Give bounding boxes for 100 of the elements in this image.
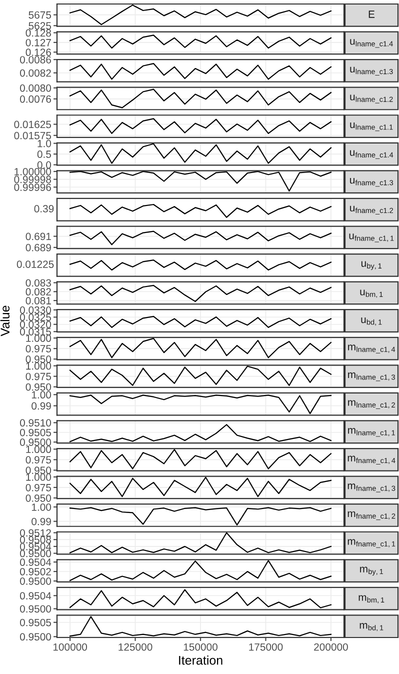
x-tick-label: 150000	[184, 643, 218, 651]
line-series	[69, 34, 332, 49]
line-series	[69, 284, 332, 302]
line-series	[69, 338, 332, 358]
y2-axis-title: u$_{lname_c1.1}$	[350, 122, 393, 132]
y-tick-label: 0.9505	[20, 618, 52, 626]
y-tick-label: 0.0320	[20, 320, 52, 328]
line-series	[69, 532, 332, 554]
y-tick-label: 0.5	[37, 150, 52, 158]
y-tick-label: 0.975	[26, 484, 52, 492]
line-series	[69, 394, 332, 414]
y2-axis-title: m$_{lname_c1,3}$	[348, 372, 395, 382]
y-tick-label: 1.0	[38, 140, 52, 148]
y-tick-label: 0.082	[26, 288, 51, 296]
x-tick-label: 100000	[53, 643, 88, 651]
y-tick-label: 0.9504	[20, 558, 52, 566]
y-tick-label: 0.0076	[20, 95, 51, 103]
line-series	[69, 4, 332, 26]
y-tick-label: 0.950	[26, 494, 52, 502]
y-tick-label: 1.00	[32, 503, 52, 511]
y-tick-label: 0.0325	[20, 314, 52, 322]
y-tick-label: 0.0080	[20, 84, 52, 92]
text: 0.39	[34, 205, 54, 212]
y2-axis-title: u$_{fname_c1,1}$	[349, 234, 394, 242]
y-tick-label: 1.000	[26, 362, 52, 370]
y2-axis-title: m$_{fname_c1,4}$	[348, 456, 396, 464]
line-series	[69, 449, 332, 470]
y-tick-label: 0.0086	[20, 56, 51, 64]
line-series	[69, 316, 332, 328]
y2-axis-title: u$_{lname_c1.3}$	[350, 66, 393, 76]
y-tick-label: 5625	[28, 22, 52, 30]
y-tick-label: 0.128	[26, 29, 51, 37]
y-tick-label: 0.950	[26, 356, 52, 363]
y2-axis-title: m$_{by,1}$	[360, 566, 383, 576]
y-tick-label: 0.9500	[20, 633, 52, 641]
y-tick-label: 1.00000	[14, 168, 52, 176]
y-tick-label: 0.0	[37, 161, 52, 169]
y-tick-label: 0.9500	[20, 438, 52, 446]
y-tick-label: 0.127	[26, 38, 51, 46]
y-tick-label: 0.975	[26, 345, 52, 352]
line-series	[69, 366, 332, 386]
y2-axis-title: m$_{fname_c1,2}$	[348, 511, 396, 520]
y-tick-label: 0.9502	[20, 568, 51, 576]
y2-axis-title: u$_{fname_c1.3}$	[350, 178, 394, 187]
y-tick-label: 0.950	[26, 383, 52, 391]
y2-axis-title: m$_{lname_c1,4}$	[348, 344, 396, 354]
y-tick-label: 0.9510	[20, 419, 52, 427]
y-tick-label: 0.99996	[14, 184, 51, 191]
x-tick-label: 125000	[118, 643, 152, 651]
y2-axis-title: m$_{lname_c1,2}$	[348, 400, 395, 409]
y-tick-label: 0.950	[26, 466, 52, 474]
y-tick-label: 0.9500	[20, 550, 52, 558]
x-axis-title: Iteration	[179, 656, 222, 665]
y-tick-label: 1.000	[26, 446, 52, 454]
y2-axis-title: m$_{bd,1}$	[360, 622, 384, 632]
y-tick-label: 0.691	[26, 232, 51, 240]
y-tick-label: 0.083	[26, 279, 51, 287]
line-series	[69, 230, 332, 246]
y-tick-label: 0.126	[26, 48, 51, 56]
y-tick-label: 0.9505	[20, 428, 52, 436]
y-tick-label: 0.689	[26, 244, 51, 252]
y-tick-label: 0.99	[32, 402, 51, 410]
y2-axis-title: u$_{fname_c1.4}$	[350, 150, 394, 159]
line-series	[69, 589, 332, 608]
y-tick-label: 0.975	[26, 372, 52, 380]
x-tick-label: 200000	[314, 643, 348, 651]
y-tick-label: 0.01625	[14, 120, 52, 128]
y2-axis-title: u$_{by,1}$	[361, 261, 382, 270]
y-tick-label: 0.9500	[20, 577, 52, 585]
y-tick-label: 0.99	[32, 518, 51, 526]
y2-axis-title: u$_{lname_c1.2}$	[350, 94, 393, 104]
line-series	[69, 616, 332, 637]
y2-axis-title: m$_{fname_c1,3}$	[348, 484, 396, 492]
y-tick-label: 0.9500	[20, 605, 52, 613]
y-tick-label: 0.975	[26, 456, 52, 464]
line-series	[69, 560, 332, 582]
line-series	[69, 424, 332, 442]
y2-axis-title: u$_{bm,1}$	[360, 290, 383, 298]
text: 0.01225	[16, 260, 54, 268]
y2-axis-title: E	[368, 10, 375, 18]
y-tick-label: 0.99998	[14, 176, 51, 184]
y-tick-label: 1.00	[32, 391, 52, 399]
line-series	[69, 170, 332, 192]
y-tick-label: 0.9504	[20, 542, 52, 550]
y2-axis-title: m$_{lname_c1,1}$	[348, 428, 395, 437]
line-series	[69, 88, 332, 108]
y-tick-label: 0.01575	[14, 132, 52, 140]
y-tick-label: 1.000	[26, 473, 52, 481]
line-series	[69, 476, 332, 498]
line-series	[69, 143, 332, 164]
y-tick-label: 0.9504	[20, 592, 52, 600]
line-series	[69, 63, 332, 80]
y-tick-label: 0.0315	[20, 328, 52, 336]
line-series	[69, 118, 332, 134]
y-axis-title: Value	[0, 306, 10, 336]
y2-axis-title: u$_{lname_c1.4}$	[350, 39, 393, 48]
y-tick-label: 5675	[28, 11, 52, 19]
y2-axis-title: u$_{bd,1}$	[361, 317, 382, 326]
y2-axis-title: m$_{fname_c1,1}$	[348, 539, 396, 548]
line-series	[69, 507, 332, 526]
